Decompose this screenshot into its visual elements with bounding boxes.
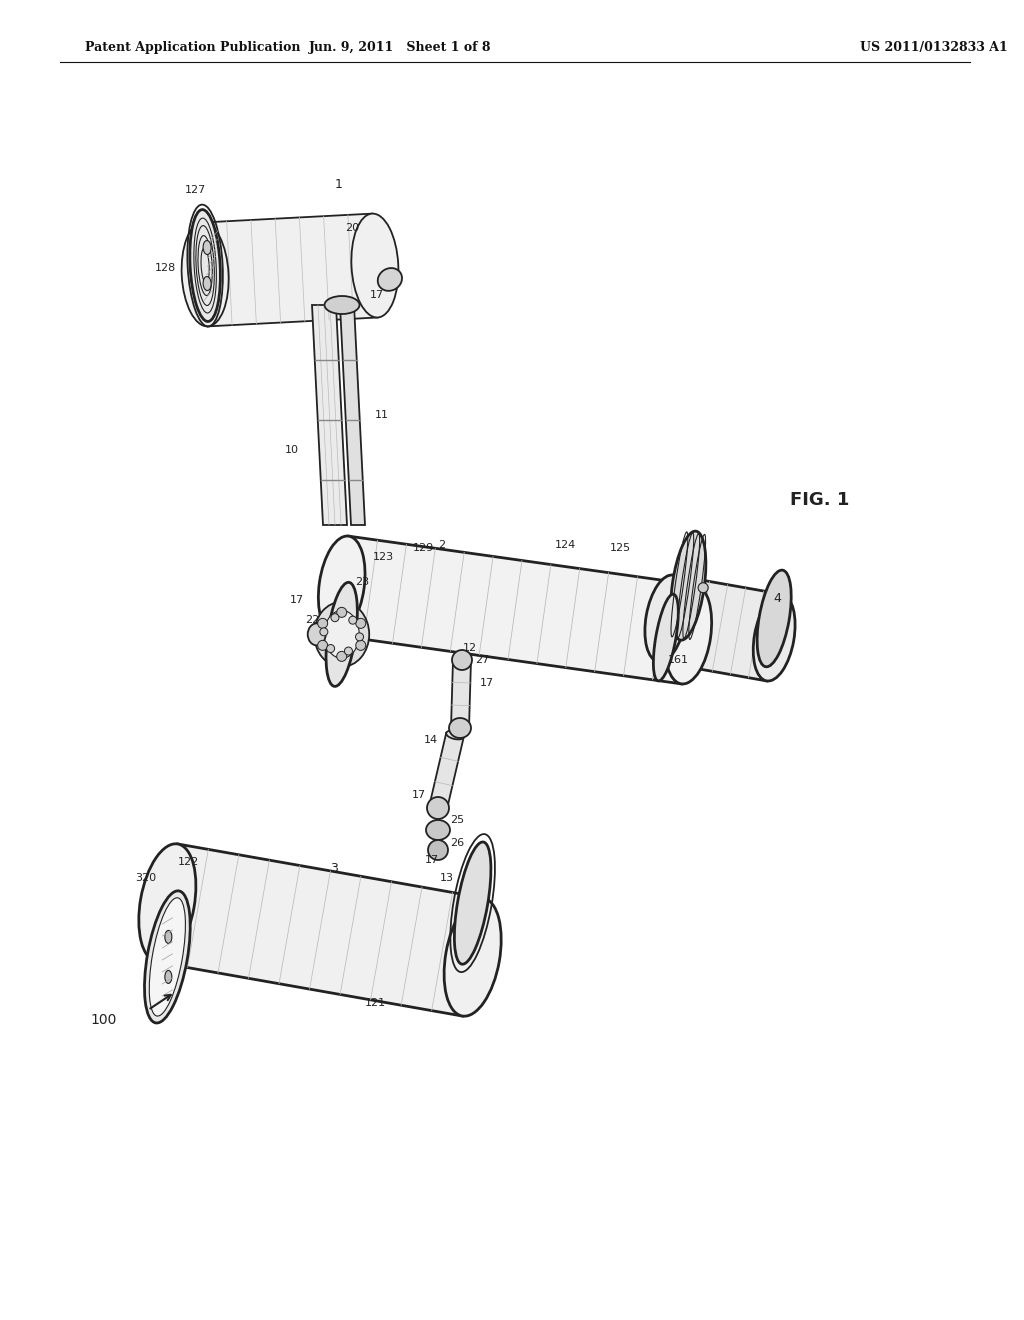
Circle shape bbox=[337, 607, 347, 618]
Text: 11: 11 bbox=[375, 411, 389, 420]
Text: 128: 128 bbox=[155, 263, 176, 273]
Ellipse shape bbox=[165, 970, 172, 983]
Ellipse shape bbox=[351, 214, 398, 318]
Ellipse shape bbox=[449, 718, 471, 738]
Ellipse shape bbox=[165, 931, 172, 944]
Text: 17: 17 bbox=[290, 595, 304, 605]
Polygon shape bbox=[203, 214, 378, 326]
Text: 161: 161 bbox=[668, 655, 689, 665]
Circle shape bbox=[428, 840, 449, 861]
Ellipse shape bbox=[653, 594, 678, 681]
Text: US 2011/0132833 A1: US 2011/0132833 A1 bbox=[860, 41, 1008, 54]
Text: Jun. 9, 2011   Sheet 1 of 8: Jun. 9, 2011 Sheet 1 of 8 bbox=[309, 41, 492, 54]
Text: 17: 17 bbox=[425, 855, 439, 865]
Text: 4: 4 bbox=[773, 591, 781, 605]
Polygon shape bbox=[157, 843, 483, 1016]
Text: 12: 12 bbox=[463, 643, 477, 653]
Circle shape bbox=[355, 640, 366, 651]
Text: 3: 3 bbox=[330, 862, 338, 874]
Ellipse shape bbox=[645, 576, 687, 661]
Polygon shape bbox=[340, 305, 365, 525]
Text: FIG. 1: FIG. 1 bbox=[791, 491, 850, 510]
Ellipse shape bbox=[444, 898, 501, 1016]
Ellipse shape bbox=[671, 531, 706, 640]
Text: 17: 17 bbox=[412, 789, 426, 800]
Ellipse shape bbox=[426, 820, 450, 840]
Ellipse shape bbox=[181, 223, 228, 326]
Ellipse shape bbox=[757, 570, 792, 667]
Text: 125: 125 bbox=[610, 543, 631, 553]
Ellipse shape bbox=[665, 585, 712, 684]
Ellipse shape bbox=[203, 240, 211, 255]
Ellipse shape bbox=[314, 602, 370, 667]
Ellipse shape bbox=[203, 277, 211, 290]
Circle shape bbox=[317, 618, 328, 628]
Circle shape bbox=[344, 647, 352, 655]
Ellipse shape bbox=[144, 891, 190, 1023]
Text: 122: 122 bbox=[178, 857, 200, 867]
Ellipse shape bbox=[189, 210, 220, 322]
Text: 1: 1 bbox=[335, 178, 343, 191]
Circle shape bbox=[349, 616, 356, 624]
Text: 14: 14 bbox=[424, 735, 438, 744]
Text: 26: 26 bbox=[450, 838, 464, 847]
Polygon shape bbox=[451, 660, 471, 729]
Circle shape bbox=[452, 649, 472, 671]
Circle shape bbox=[331, 614, 339, 622]
Ellipse shape bbox=[451, 723, 469, 733]
Text: Patent Application Publication: Patent Application Publication bbox=[85, 41, 300, 54]
Circle shape bbox=[327, 644, 335, 652]
Ellipse shape bbox=[325, 296, 359, 314]
Ellipse shape bbox=[307, 623, 326, 645]
Polygon shape bbox=[312, 305, 347, 525]
Text: 10: 10 bbox=[285, 445, 299, 455]
Ellipse shape bbox=[698, 582, 709, 593]
Circle shape bbox=[317, 640, 328, 651]
Ellipse shape bbox=[326, 582, 357, 686]
Ellipse shape bbox=[429, 804, 446, 812]
Polygon shape bbox=[658, 576, 781, 681]
Text: 100: 100 bbox=[90, 1012, 117, 1027]
Text: 22: 22 bbox=[305, 615, 319, 624]
Text: 25: 25 bbox=[450, 814, 464, 825]
Text: 13: 13 bbox=[440, 873, 454, 883]
Circle shape bbox=[355, 632, 364, 642]
Circle shape bbox=[319, 628, 328, 636]
Text: 2: 2 bbox=[438, 540, 445, 550]
Polygon shape bbox=[335, 536, 695, 684]
Ellipse shape bbox=[139, 843, 196, 962]
Text: 121: 121 bbox=[365, 998, 386, 1008]
Ellipse shape bbox=[754, 594, 795, 681]
Polygon shape bbox=[429, 733, 464, 810]
Ellipse shape bbox=[453, 656, 471, 664]
Text: 17: 17 bbox=[370, 290, 384, 300]
Text: 20: 20 bbox=[345, 223, 359, 234]
Circle shape bbox=[427, 797, 449, 818]
Text: 320: 320 bbox=[135, 873, 156, 883]
Text: 17: 17 bbox=[480, 678, 495, 688]
Ellipse shape bbox=[455, 842, 490, 964]
Circle shape bbox=[355, 618, 366, 628]
Text: 123: 123 bbox=[373, 552, 394, 562]
Ellipse shape bbox=[150, 898, 185, 1016]
Text: 23: 23 bbox=[355, 577, 369, 587]
Text: 124: 124 bbox=[555, 540, 577, 550]
Circle shape bbox=[337, 651, 347, 661]
Ellipse shape bbox=[325, 610, 359, 659]
Text: 127: 127 bbox=[185, 185, 206, 195]
Text: 129: 129 bbox=[413, 543, 434, 553]
Ellipse shape bbox=[318, 536, 365, 635]
Ellipse shape bbox=[378, 268, 402, 290]
Ellipse shape bbox=[446, 730, 464, 739]
Text: 27: 27 bbox=[475, 655, 489, 665]
